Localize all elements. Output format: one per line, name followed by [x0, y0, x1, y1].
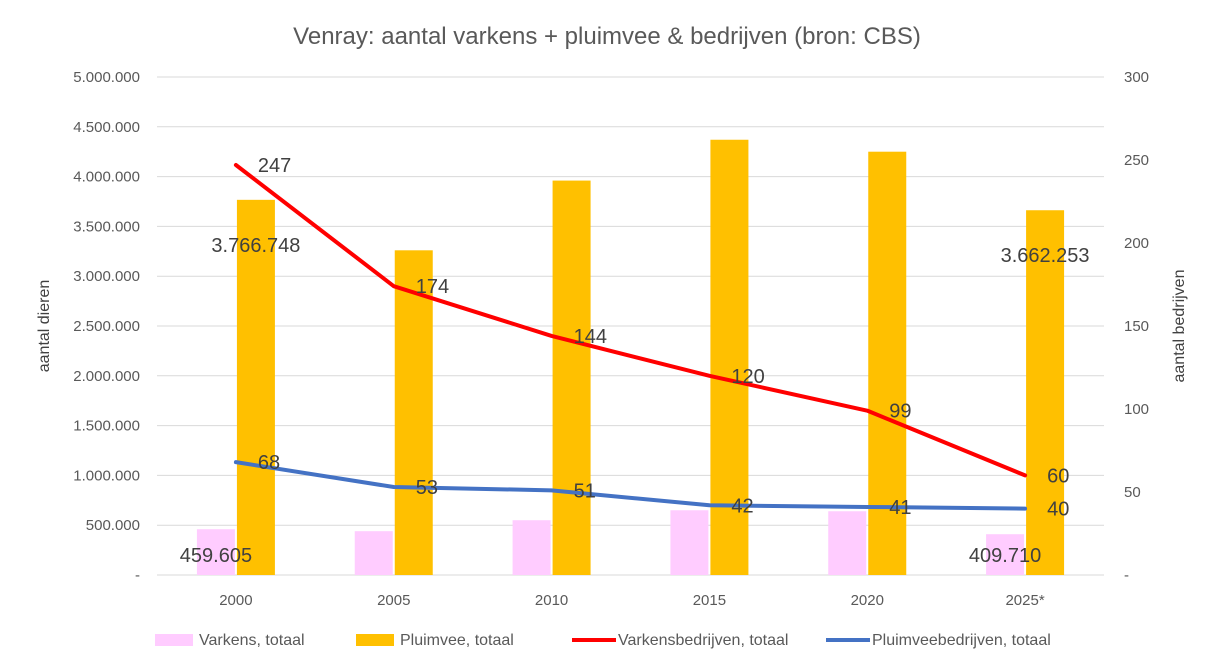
line-varkensbedrijven — [233, 162, 1028, 478]
x-axis-ticks: 2000 2005 2010 2015 2020 2025* — [219, 592, 1045, 609]
x-tick-label: 2025* — [1005, 592, 1044, 609]
bar-data-label: 409.710 — [969, 545, 1041, 567]
line-data-label: 247 — [258, 155, 291, 177]
y-right-tick-label: - — [1124, 567, 1129, 584]
bar-varkens — [670, 510, 709, 575]
y-left-tick-label: - — [135, 567, 140, 584]
y-left-tick-label: 500.000 — [86, 517, 140, 534]
legend-label: Varkens, totaal — [199, 632, 305, 649]
legend-swatch — [356, 634, 394, 646]
bar-pluimvee — [1026, 210, 1065, 575]
y-left-tick-label: 4.000.000 — [73, 169, 140, 186]
y-left-tick-label: 2.500.000 — [73, 318, 140, 335]
bar-pluimvee — [394, 250, 433, 575]
x-tick-label: 2015 — [693, 592, 726, 609]
bar-pluimvee — [236, 199, 275, 575]
y-axis-left-title: aantal dieren — [36, 280, 53, 373]
y-axis-right-ticks: - 50 100 150 200 250 300 — [1124, 69, 1149, 584]
x-tick-label: 2005 — [377, 592, 410, 609]
bar-pluimvee — [710, 139, 749, 576]
y-left-tick-label: 1.500.000 — [73, 418, 140, 435]
y-right-tick-label: 150 — [1124, 318, 1149, 335]
line-data-label: 41 — [889, 497, 911, 519]
lines — [233, 162, 1028, 511]
y-left-tick-label: 4.500.000 — [73, 119, 140, 136]
line-data-label: 40 — [1047, 499, 1069, 521]
line-data-label: 53 — [416, 477, 438, 499]
x-tick-label: 2000 — [219, 592, 252, 609]
bar-varkens — [986, 534, 1025, 575]
bar-data-label: 459.605 — [180, 545, 252, 567]
line-data-label: 99 — [889, 401, 911, 423]
y-left-tick-label: 1.000.000 — [73, 467, 140, 484]
line-data-label: 51 — [574, 480, 596, 502]
line-pluimveebedrijven — [233, 460, 1028, 511]
bar-varkens — [828, 511, 867, 575]
bars — [196, 139, 1065, 576]
y-left-tick-label: 2.000.000 — [73, 368, 140, 385]
line-data-label: 144 — [574, 326, 607, 348]
y-right-tick-label: 200 — [1124, 235, 1149, 252]
chart-title: Venray: aantal varkens + pluimvee & bedr… — [293, 23, 921, 50]
x-tick-label: 2020 — [851, 592, 884, 609]
y-left-tick-label: 3.500.000 — [73, 218, 140, 235]
data-labels: 459.605 409.710 3.766.748 3.662.253 247 174 14… — [180, 155, 1090, 567]
bar-data-label: 3.662.253 — [1001, 245, 1090, 267]
y-right-tick-label: 100 — [1124, 401, 1149, 418]
line-data-label: 68 — [258, 452, 280, 474]
legend-label: Pluimveebedrijven, totaal — [872, 632, 1051, 649]
line-data-label: 60 — [1047, 465, 1069, 487]
y-left-tick-label: 5.000.000 — [73, 69, 140, 86]
line-data-label: 120 — [731, 366, 764, 388]
line-data-label: 42 — [731, 495, 753, 517]
legend: Varkens, totaal Pluimvee, totaal Varkensbe… — [155, 632, 1051, 649]
y-right-tick-label: 250 — [1124, 152, 1149, 169]
legend-label: Varkensbedrijven, totaal — [618, 632, 788, 649]
x-tick-label: 2010 — [535, 592, 568, 609]
legend-label: Pluimvee, totaal — [400, 632, 514, 649]
bar-pluimvee — [868, 151, 907, 575]
bar-pluimvee — [552, 180, 591, 576]
y-left-tick-label: 3.000.000 — [73, 268, 140, 285]
legend-swatch — [155, 634, 193, 646]
line-data-label: 174 — [416, 276, 449, 298]
y-axis-right-title: aantal bedrijven — [1171, 270, 1188, 383]
bar-varkens — [512, 520, 551, 575]
bar-varkens — [196, 529, 235, 575]
y-axis-left-ticks: - 500.000 1.000.000 1.500.000 2.000.000 2.500… — [73, 69, 140, 584]
bar-data-label: 3.766.748 — [211, 235, 300, 257]
bar-varkens — [354, 531, 393, 575]
gridlines — [157, 76, 1104, 576]
y-right-tick-label: 300 — [1124, 69, 1149, 86]
y-right-tick-label: 50 — [1124, 484, 1141, 501]
